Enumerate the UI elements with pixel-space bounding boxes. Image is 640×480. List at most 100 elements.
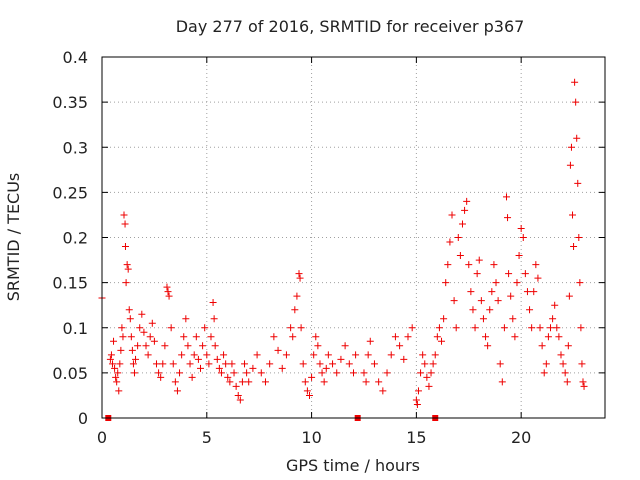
- data-point: [121, 243, 129, 251]
- data-point: [159, 360, 167, 368]
- data-point: [482, 333, 490, 341]
- x-tick-label: 0: [97, 428, 107, 447]
- data-point: [205, 360, 213, 368]
- data-point: [316, 360, 324, 368]
- x-tick-label: 15: [406, 428, 426, 447]
- data-point: [270, 333, 278, 341]
- data-point: [125, 306, 133, 314]
- data-point: [305, 391, 313, 399]
- data-point: [236, 396, 244, 404]
- data-point: [500, 324, 508, 332]
- y-tick-label: 0: [78, 409, 88, 428]
- data-point: [106, 355, 114, 363]
- axis-tick-labels: 0 5 10 15 20 0 0.05 0.1 0.15 0.2 0.25 0.3 0.35 0.4: [52, 48, 531, 447]
- data-point: [502, 193, 510, 201]
- data-point: [569, 211, 577, 219]
- y-tick-label: 0.4: [63, 48, 88, 67]
- data-point: [454, 234, 462, 241]
- y-axis-label: SRMTID / TECUs: [4, 173, 23, 302]
- data-point: [564, 342, 572, 350]
- data-point: [557, 351, 565, 359]
- data-point: [559, 360, 567, 368]
- data-point: [442, 279, 450, 287]
- data-point: [320, 378, 328, 386]
- data-point: [122, 279, 130, 287]
- data-point: [241, 360, 249, 368]
- data-point: [112, 373, 120, 381]
- data-point: [572, 98, 580, 106]
- data-point: [197, 364, 205, 372]
- data-point: [165, 292, 173, 300]
- data-point: [471, 324, 479, 332]
- data-point: [121, 220, 129, 228]
- data-point: [509, 315, 517, 323]
- data-point: [444, 261, 452, 269]
- axis-ticks: [101, 56, 605, 419]
- data-point: [266, 360, 274, 368]
- data-point: [249, 364, 257, 372]
- data-point: [111, 364, 119, 372]
- y-tick-label: 0.15: [52, 274, 88, 293]
- data-point: [312, 333, 320, 341]
- data-point: [194, 355, 202, 363]
- data-point: [299, 360, 307, 368]
- data-point: [173, 387, 181, 395]
- data-point: [477, 297, 485, 305]
- data-point: [523, 288, 531, 296]
- data-point: [201, 324, 209, 332]
- data-point: [119, 333, 127, 341]
- data-point: [155, 369, 163, 377]
- data-point: [364, 351, 372, 359]
- data-point: [565, 292, 573, 300]
- data-point: [484, 342, 492, 350]
- data-point: [303, 387, 311, 395]
- data-point: [132, 355, 140, 363]
- data-point: [164, 288, 172, 296]
- data-point: [297, 324, 305, 332]
- data-point: [113, 378, 121, 386]
- data-point: [318, 369, 326, 377]
- data-point: [431, 351, 439, 359]
- data-point: [362, 378, 370, 386]
- data-point: [310, 351, 318, 359]
- data-point: [379, 387, 387, 395]
- data-point: [245, 378, 253, 386]
- data-point: [504, 214, 512, 222]
- data-point: [230, 369, 238, 377]
- data-point: [337, 355, 345, 363]
- data-point: [375, 378, 383, 386]
- data-point: [126, 315, 134, 323]
- data-point: [171, 378, 179, 386]
- data-point: [526, 306, 534, 314]
- data-point: [253, 351, 261, 359]
- data-point: [530, 288, 538, 296]
- data-point: [224, 373, 232, 381]
- data-point: [215, 364, 223, 372]
- data-point: [186, 360, 194, 368]
- data-point: [144, 351, 152, 359]
- data-point: [123, 261, 131, 269]
- data-point: [450, 297, 458, 305]
- data-point: [473, 270, 481, 278]
- data-point: [108, 360, 116, 368]
- data-point: [494, 297, 502, 305]
- data-point: [117, 346, 125, 354]
- data-point: [490, 261, 498, 269]
- data-point: [396, 342, 404, 350]
- data-point: [114, 369, 122, 377]
- data-point: [544, 333, 552, 341]
- data-point: [391, 333, 399, 341]
- data-point: [475, 256, 483, 264]
- x-tick-label: 5: [202, 428, 212, 447]
- data-point: [496, 360, 504, 368]
- data-point: [130, 369, 138, 377]
- x-axis-label: GPS time / hours: [286, 456, 420, 475]
- data-point: [425, 382, 433, 390]
- data-point: [463, 197, 471, 205]
- data-point: [528, 324, 536, 332]
- data-point: [289, 333, 297, 341]
- data-point: [291, 306, 299, 314]
- data-point: [243, 369, 251, 377]
- data-point: [203, 351, 211, 359]
